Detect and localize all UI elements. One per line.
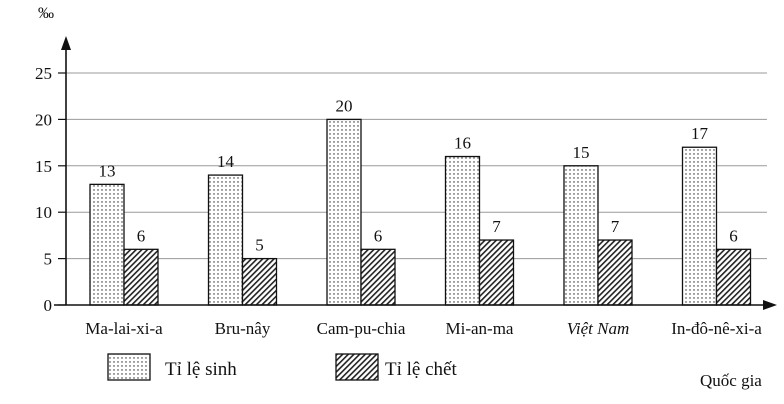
legend-label-death-rate: Tỉ lệ chết [385, 359, 457, 380]
labels: 0 5 10 15 20 25 ‰ Quốc gia 13 6 Ma-lai-xi-a 14 5 Bru-… [35, 5, 762, 390]
data-label: 13 [99, 161, 116, 180]
bars [89, 118, 752, 306]
death-rate-bar [241, 257, 278, 306]
birth-rate-bar [89, 183, 125, 306]
y-tick-label: 10 [35, 203, 52, 222]
birth-rate-bar [326, 118, 362, 306]
death-rate-bar [597, 239, 633, 306]
death-rate-bar [715, 248, 752, 306]
x-tick-label: Việt Nam [567, 319, 629, 338]
legend-label-birth-rate: Tỉ lệ sinh [165, 359, 237, 380]
y-tick-label: 15 [35, 157, 52, 176]
x-tick-label: Mi-an-ma [446, 319, 514, 338]
data-label: 16 [454, 134, 471, 153]
birth-rate-bar [563, 165, 599, 306]
data-label: 6 [729, 226, 738, 245]
x-tick-label: Ma-lai-xi-a [85, 319, 163, 338]
y-axis-unit-label: ‰ [38, 5, 54, 22]
death-rate-bar [360, 248, 396, 306]
x-tick-label: In-đô-nê-xi-a [671, 319, 762, 338]
y-axis-arrow-icon [61, 36, 71, 50]
y-tick-label: 5 [44, 250, 53, 269]
data-label: 7 [611, 217, 620, 236]
birth-rate-bar [681, 146, 718, 306]
x-tick-label: Cam-pu-chia [317, 319, 406, 338]
x-axis-title: Quốc gia [700, 371, 762, 390]
gridlines [66, 72, 767, 260]
death-rate-bar [123, 248, 159, 306]
data-label: 15 [573, 143, 590, 162]
data-label: 7 [492, 217, 501, 236]
data-label: 20 [336, 96, 353, 115]
y-tick-label: 0 [44, 296, 53, 315]
x-tick-label: Bru-nây [215, 319, 271, 338]
data-label: 6 [137, 226, 146, 245]
data-label: 17 [691, 124, 709, 143]
data-label: 14 [217, 152, 235, 171]
data-label: 5 [255, 236, 264, 255]
legend-swatch-birth-rate [107, 353, 151, 381]
birth-rate-bar [207, 174, 244, 306]
death-rate-bar [478, 239, 515, 306]
data-label: 6 [374, 226, 383, 245]
legend: Tỉ lệ sinh Tỉ lệ chết [107, 353, 457, 381]
axes [54, 36, 777, 310]
birth-rate-bar [444, 155, 481, 306]
y-tick-label: 25 [35, 64, 52, 83]
y-tick-label: 20 [35, 110, 52, 129]
legend-swatch-death-rate [335, 353, 379, 381]
x-axis-arrow-icon [763, 300, 777, 310]
